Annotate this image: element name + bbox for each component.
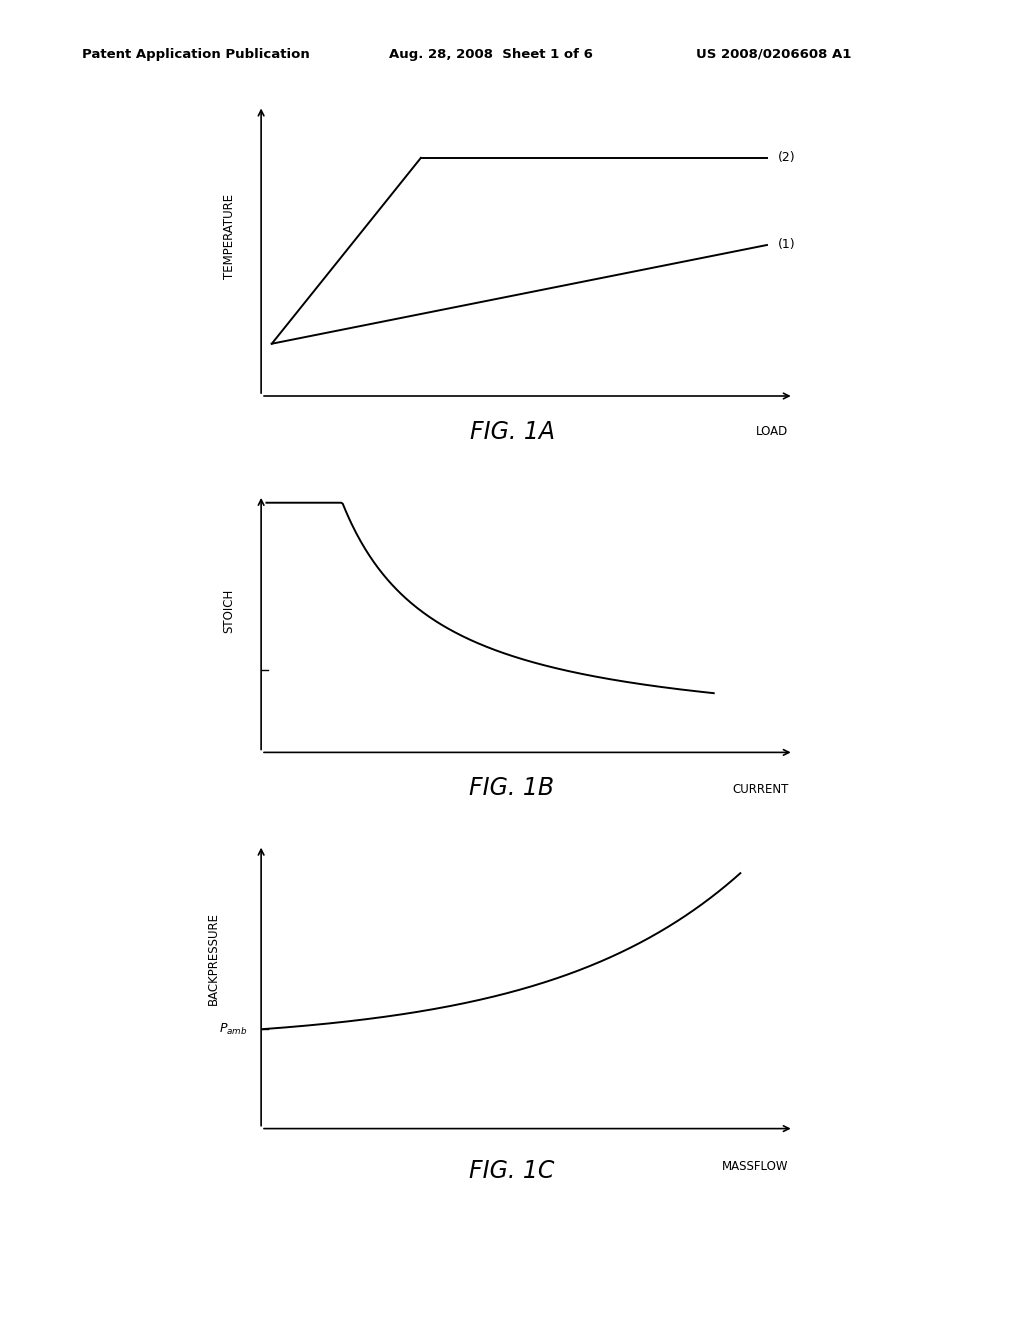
Text: FIG. 1B: FIG. 1B: [469, 776, 555, 800]
Text: (1): (1): [777, 239, 796, 252]
Text: Aug. 28, 2008  Sheet 1 of 6: Aug. 28, 2008 Sheet 1 of 6: [389, 48, 593, 61]
Text: US 2008/0206608 A1: US 2008/0206608 A1: [696, 48, 852, 61]
Text: TEMPERATURE: TEMPERATURE: [222, 194, 236, 279]
Text: MASSFLOW: MASSFLOW: [722, 1160, 788, 1172]
Text: STOICH: STOICH: [222, 589, 236, 634]
Text: $P_{amb}$: $P_{amb}$: [219, 1022, 248, 1036]
Text: Patent Application Publication: Patent Application Publication: [82, 48, 309, 61]
Text: FIG. 1C: FIG. 1C: [469, 1159, 555, 1183]
Text: BACKPRESSURE: BACKPRESSURE: [207, 912, 220, 1005]
Text: FIG. 1A: FIG. 1A: [469, 420, 555, 444]
Text: (2): (2): [777, 152, 796, 165]
Text: LOAD: LOAD: [756, 425, 788, 438]
Text: CURRENT: CURRENT: [732, 783, 788, 796]
